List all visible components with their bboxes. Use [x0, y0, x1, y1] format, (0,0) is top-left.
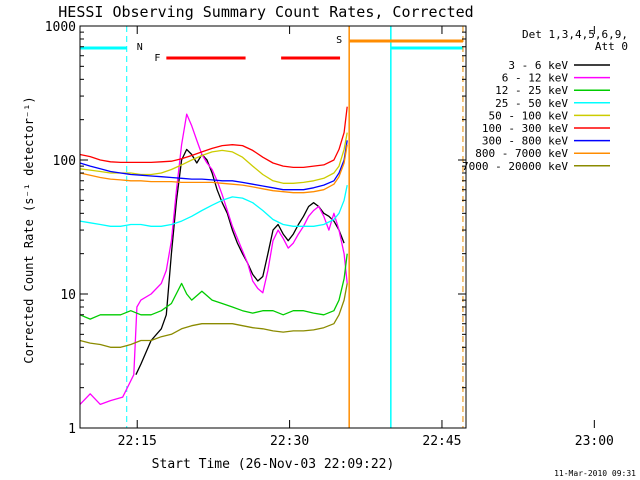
x-tick-label: 22:45	[422, 434, 461, 449]
series-line	[79, 113, 348, 406]
series-line	[79, 106, 348, 169]
legend-header-line1: Det 1,3,4,5,6,9,	[522, 28, 628, 41]
x-axis-label: Start Time (26-Nov-03 22:09:22)	[152, 457, 395, 472]
y-axis-label: Corrected Count Rate (s⁻¹ detector⁻¹)	[22, 96, 36, 363]
legend-entry-label: 3 - 6 keV	[508, 59, 568, 72]
y-tick-label: 10	[60, 288, 76, 303]
legend-entry-label: 800 - 7000 keV	[475, 147, 568, 160]
series-line	[79, 253, 348, 320]
flare-label: F	[154, 53, 160, 64]
chart-title: HESSI Observing Summary Count Rates, Cor…	[58, 3, 473, 21]
x-tick-label: 23:00	[575, 434, 614, 449]
series-line	[79, 184, 348, 227]
legend-entry-label: 100 - 300 keV	[482, 122, 568, 135]
footer-timestamp: 11-Mar-2010 09:31	[554, 469, 636, 478]
legend-entry-label: 12 - 25 keV	[495, 84, 568, 97]
legend-entry-label: 7000 - 20000 keV	[462, 160, 568, 173]
interval-markers: NF S	[80, 26, 464, 428]
legend-entry-label: 50 - 100 keV	[489, 109, 569, 122]
y-tick-label: 1	[68, 422, 76, 437]
x-tick-label: 22:15	[118, 434, 157, 449]
x-tick-label: 22:30	[270, 434, 309, 449]
legend-header-line2: Att 0	[595, 40, 628, 53]
series-line	[79, 283, 348, 348]
saa-label: S	[336, 35, 342, 46]
legend-entry-label: 25 - 50 keV	[495, 97, 568, 110]
plot-frame	[79, 25, 467, 429]
series-line	[79, 140, 348, 191]
y-tick-label: 1000	[45, 20, 76, 35]
series-lines	[79, 106, 348, 406]
legend-entry-label: 6 - 12 keV	[502, 72, 569, 85]
series-line	[79, 144, 348, 194]
night-label: N	[137, 42, 143, 53]
axis-ticks: 110100100022:1522:3022:4523:0023:1523:30…	[45, 20, 614, 449]
series-line	[79, 132, 348, 184]
y-tick-label: 100	[53, 154, 76, 169]
legend-entry-label: 300 - 800 keV	[482, 135, 568, 148]
